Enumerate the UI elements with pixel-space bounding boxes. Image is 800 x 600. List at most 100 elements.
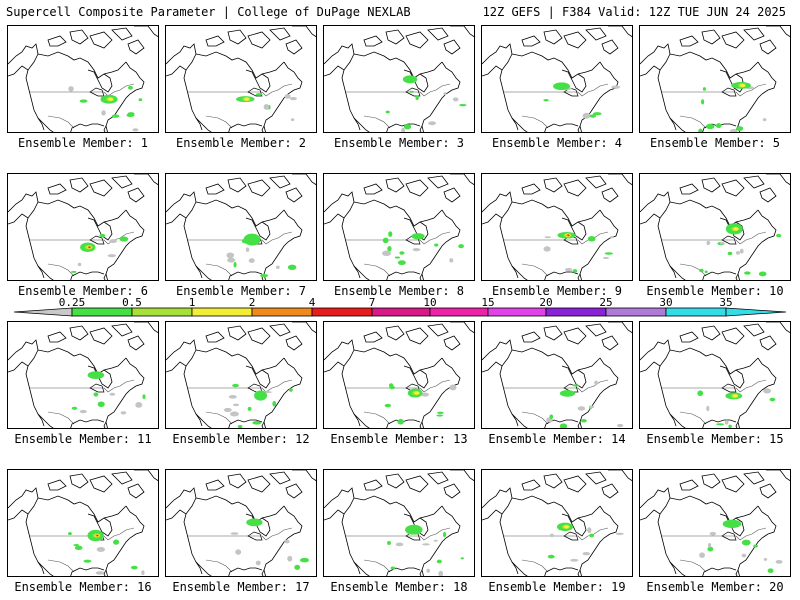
ensemble-map-panel [323,321,475,429]
coastline [585,323,607,337]
coastline [679,479,699,491]
ensemble-map-panel [481,321,633,429]
scp-cell-low [223,407,232,413]
great-lakes [721,87,737,97]
scale-segment [191,307,253,317]
political-border [103,379,135,393]
scale-segment [311,307,373,317]
scp-cell-low [602,256,610,260]
great-lakes [721,383,737,393]
coastline [227,325,247,341]
political-border [47,559,75,573]
coastline [563,327,587,345]
coastline [227,473,247,489]
political-border [577,379,609,393]
scp-cell-low [415,95,419,100]
scp-cell-green [559,389,576,397]
coastline [719,365,745,389]
coastline [269,175,291,189]
political-border [521,559,549,573]
coastline [70,271,105,280]
scp-cell-low [589,114,597,118]
coastline [227,29,247,45]
scp-cell-low [132,128,139,132]
coastline [269,323,291,337]
scp-cell-low [549,414,554,420]
political-border [735,379,767,393]
scp-cell-low [610,235,614,239]
coastline [499,217,528,280]
scp-cell-low [127,112,135,116]
scp-cell-low [767,568,774,574]
coastline [482,339,513,373]
scp-cell-low [93,392,99,397]
ensemble-map-panel [639,469,791,577]
coastline [183,365,212,428]
political-border [47,411,75,425]
coastline [353,561,361,575]
scp-cell-low [382,250,391,257]
coastline [585,27,607,41]
scp-cell-green [722,519,742,529]
coastline [511,265,519,279]
coastline [599,209,619,239]
coastline [261,569,265,576]
ensemble-map-panel [165,469,317,577]
scp-cell-low [775,559,783,564]
scp-cell-low [589,533,595,538]
coastline [385,177,405,193]
member-label: Ensemble Member: 1 [17,136,149,150]
coastline [245,217,271,241]
political-border [205,411,233,425]
scp-cell-low [226,252,235,259]
political-border [261,83,293,97]
coastline [599,505,619,535]
coastline [608,470,632,482]
north-america-map [324,322,474,428]
scp-cell-low [428,121,437,126]
coastline [195,265,203,279]
coastline [737,89,769,132]
scale-segment [429,307,489,317]
coastline [441,209,461,239]
scp-cell-low [68,532,72,536]
coastline [735,273,739,280]
coastline [228,567,263,576]
member-label: Ensemble Member: 9 [491,284,623,298]
scale-arrow-left [13,307,73,317]
political-border [205,559,233,573]
coastline [405,327,429,345]
coastline [263,533,295,576]
scp-cell-low [109,239,118,244]
scp-cell-low [698,128,703,132]
coastline [70,419,105,428]
coastline [743,323,765,337]
coastline [324,43,355,77]
coastline [669,199,759,227]
ensemble-map-panel [639,25,791,133]
scp-cell-low [547,554,555,559]
scp-cell-low [449,258,454,263]
coastline [69,29,89,45]
political-border [261,231,293,245]
coastline [166,43,197,77]
political-border [521,115,549,129]
scp-cell-red [567,234,570,236]
coastline [766,174,790,186]
great-lakes [721,531,737,541]
coastline [228,123,263,132]
scp-cell-low [452,97,459,102]
coastline [511,347,601,375]
coastline [701,29,721,45]
member-label: Ensemble Member: 13 [330,432,468,446]
scp-cell-low [594,380,599,386]
member-label: Ensemble Member: 15 [646,432,784,446]
scp-cell-low [572,269,578,273]
scp-cell-green [411,233,425,240]
political-border [363,263,391,277]
coastline [127,335,145,351]
scp-cell-low [388,231,393,237]
coastline [353,413,361,427]
coastline [561,365,587,389]
coastline [766,470,790,482]
